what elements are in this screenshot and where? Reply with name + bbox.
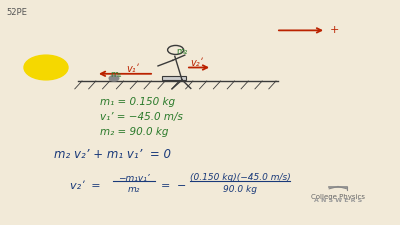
Bar (162, 76, 186, 80)
Text: v₂ʹ  =: v₂ʹ = (70, 181, 101, 191)
Text: v₂ʹ: v₂ʹ (190, 58, 202, 68)
Text: m₂: m₂ (128, 184, 140, 194)
Text: v₁’ = −45.0 m/s: v₁’ = −45.0 m/s (100, 112, 183, 122)
Text: =: = (161, 181, 171, 191)
Circle shape (109, 76, 119, 81)
Text: m₁: m₁ (110, 70, 122, 79)
Text: A N S W E R S: A N S W E R S (314, 198, 362, 203)
Text: 90.0 kg: 90.0 kg (223, 184, 257, 194)
Text: +: + (330, 25, 339, 35)
Text: v₁ʹ: v₁ʹ (126, 64, 138, 74)
Text: −m₁v₁’: −m₁v₁’ (118, 174, 150, 183)
Text: m₂ = 90.0 kg: m₂ = 90.0 kg (100, 127, 168, 137)
Text: 52PE: 52PE (6, 8, 27, 17)
Text: (0.150 kg)(−45.0 m/s): (0.150 kg)(−45.0 m/s) (190, 173, 290, 182)
Text: m₂: m₂ (176, 47, 188, 56)
Text: m₁ = 0.150 kg: m₁ = 0.150 kg (100, 97, 175, 107)
Text: m₂ v₂’ + m₁ v₁’  = 0: m₂ v₂’ + m₁ v₁’ = 0 (54, 148, 171, 161)
Text: −: − (177, 181, 187, 191)
Circle shape (24, 55, 68, 80)
Text: College Physics: College Physics (311, 194, 365, 200)
